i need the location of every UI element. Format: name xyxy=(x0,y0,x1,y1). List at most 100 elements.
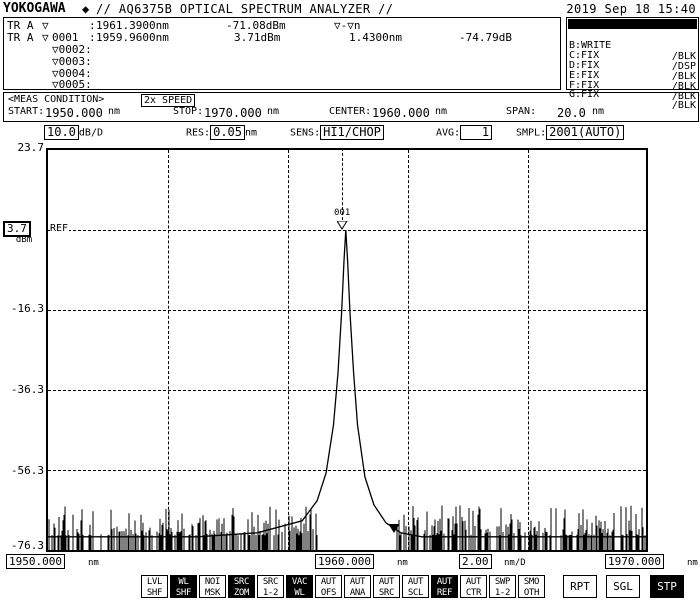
smpl-value[interactable]: 2001(AUTO) xyxy=(546,125,625,140)
gridline-h-4 xyxy=(48,470,646,471)
trace-a-display: /DSP xyxy=(671,41,696,52)
trace-row-a[interactable]: A:WRITE /DSP xyxy=(568,19,697,52)
softkey-aut-ref[interactable]: AUT REF xyxy=(431,575,458,598)
marker-001-triangle-icon xyxy=(337,221,348,230)
center-unit: nm xyxy=(435,106,448,117)
softkey-smo-oth[interactable]: SMO OTH xyxy=(518,575,545,598)
stop-value[interactable]: 1970.000 xyxy=(204,106,262,120)
center-label: CENTER: xyxy=(329,106,372,117)
marker-row2-colon: : xyxy=(89,31,96,44)
trace-g-mode: G:FIX xyxy=(569,89,600,100)
trace-a-mode: A:WRITE xyxy=(569,30,612,41)
gridline-h-3 xyxy=(48,390,646,391)
softkey-wl-shf[interactable]: WL SHF xyxy=(170,575,197,598)
gridline-v-1 xyxy=(168,150,169,550)
trace-e-display: /BLK xyxy=(671,81,696,92)
res-value[interactable]: 0.05 xyxy=(210,125,245,140)
marker-row1-wavelength: 1961.3900nm xyxy=(96,19,169,32)
sens-value[interactable]: HI1/CHOP xyxy=(320,125,384,140)
smpl-label: SMPL: xyxy=(516,127,547,139)
center-value[interactable]: 1960.000 xyxy=(372,106,430,120)
scale-unit: dB/D xyxy=(78,127,103,139)
meas-condition-panel: <MEAS CONDITION> 2x SPEED START: 1950.00… xyxy=(3,92,699,122)
marker-row1-colon: : xyxy=(89,19,96,32)
y-tick-bottom: -76.3 xyxy=(10,539,44,552)
softkey-aut-scl[interactable]: AUT SCL xyxy=(402,575,429,598)
sweep-rpt-button[interactable]: RPT xyxy=(563,575,597,598)
marker-row1-level: -71.08dBm xyxy=(226,19,286,32)
x-stop-value[interactable]: 1970.000 xyxy=(605,554,664,569)
softkey-smo-oth-line1: SMO xyxy=(523,577,540,587)
softkey-aut-ctr-line1: AUT xyxy=(465,577,482,587)
softkey-src-1-2[interactable]: SRC 1-2 xyxy=(257,575,284,598)
x-perdiv-value[interactable]: 2.00 xyxy=(459,554,492,569)
softkey-aut-scl-line2: SCL xyxy=(407,587,424,598)
avg-value[interactable]: 1 xyxy=(460,125,493,140)
trace-row-d[interactable]: D:FIX /BLK xyxy=(568,49,697,82)
softkey-aut-ofs-line1: AUT xyxy=(320,577,337,587)
trace-f-display: /BLK xyxy=(671,91,696,102)
sweep-sgl-button[interactable]: SGL xyxy=(606,575,640,598)
avg-label: AVG: xyxy=(436,127,461,139)
x-axis: 1950.000 nm 1960.000 nm 2.00 nm/D 1970.0… xyxy=(0,554,700,572)
trace-row-f[interactable]: F:FIX /BLK xyxy=(568,69,697,102)
datetime-display: 2019 Sep 18 15:40 xyxy=(566,2,696,16)
spectrum-plot[interactable]: REF 001 xyxy=(46,148,648,552)
sweep-stp-button[interactable]: STP xyxy=(650,575,684,598)
softkey-aut-ref-line2: REF xyxy=(436,587,453,598)
softkey-vac-wl[interactable]: VAC WL xyxy=(286,575,313,598)
trace-row-c[interactable]: C:FIX /DSP xyxy=(568,39,697,72)
marker-row3: ▽0002: xyxy=(52,43,92,56)
softkey-vac-wl-line1: VAC xyxy=(291,577,308,587)
title-bar: YOKOGAWA ◆ // AQ6375B OPTICAL SPECTRUM A… xyxy=(0,0,700,17)
softkey-aut-src[interactable]: AUT SRC xyxy=(373,575,400,598)
softkey-aut-ofs[interactable]: AUT OFS xyxy=(315,575,342,598)
y-tick-4: -56.3 xyxy=(10,464,44,477)
avg-setting: AVG: 1 xyxy=(436,125,493,140)
noise-floor xyxy=(48,505,646,550)
settings-row: 10.0 dB/D RES: 0.05 nm SENS: HI1/CHOP AVG: 1 … xyxy=(0,122,700,144)
meas-condition-header: <MEAS CONDITION> xyxy=(8,94,105,105)
x-start-value[interactable]: 1950.000 xyxy=(6,554,65,569)
marker-delta-wavelength: 1.4300nm xyxy=(349,31,402,44)
x-center-value[interactable]: 1960.000 xyxy=(315,554,374,569)
marker-row1-trace: TR A xyxy=(7,19,34,32)
trace-b-display: /BLK xyxy=(671,51,696,62)
softkey-swp-1-2[interactable]: SWP 1-2 xyxy=(489,575,516,598)
gridline-v-4 xyxy=(528,150,529,550)
trace-row-g[interactable]: G:FIX /BLK xyxy=(568,78,697,111)
trace-a-curve xyxy=(48,229,646,550)
span-unit: nm xyxy=(592,106,605,117)
start-value[interactable]: 1950.000 xyxy=(45,106,103,120)
y-axis: 23.7 -16.3 -36.3 -56.3 -76.3 xyxy=(0,141,44,552)
marker-delta-triangle-icon xyxy=(388,523,400,533)
smpl-setting: SMPL: 2001(AUTO) xyxy=(516,125,625,140)
softkey-bar: LVL SHF WL SHF NOI MSK SRC ZOM SRC 1-2 VAC WL … xyxy=(0,573,700,600)
marker-delta-group[interactable] xyxy=(388,518,400,537)
start-unit: nm xyxy=(108,106,121,117)
softkey-aut-src-line1: AUT xyxy=(378,577,395,587)
softkey-aut-ctr[interactable]: AUT CTR xyxy=(460,575,487,598)
ref-level-value[interactable]: 3.7 xyxy=(3,221,31,237)
softkey-lvl-shf[interactable]: LVL SHF xyxy=(141,575,168,598)
x-perdiv-unit: nm/D xyxy=(504,558,526,568)
y-tick-3: -36.3 xyxy=(10,383,44,396)
trace-b-mode: B:WRITE xyxy=(569,40,612,51)
span-label: SPAN: xyxy=(506,106,537,117)
trace-c-mode: C:FIX xyxy=(569,50,600,61)
softkey-src-zom[interactable]: SRC ZOM xyxy=(228,575,255,598)
softkey-aut-ana[interactable]: AUT ANA xyxy=(344,575,371,598)
trace-d-mode: D:FIX xyxy=(569,60,600,71)
trace-row-e[interactable]: E:FIX /BLK xyxy=(568,59,697,92)
x-center-unit: nm xyxy=(397,558,408,568)
speed-badge[interactable]: 2x SPEED xyxy=(141,94,196,107)
marker-row2-level: 3.71dBm xyxy=(234,31,281,44)
marker-readout-panel: TR A ▽ : 1961.3900nm -71.08dBm ▽-▽n TR A… xyxy=(3,17,561,91)
trace-row-b[interactable]: B:WRITE /BLK xyxy=(568,29,697,62)
softkey-src-zom-line1: SRC xyxy=(233,577,250,587)
span-value[interactable]: 20.0 xyxy=(557,106,586,120)
softkey-swp-1-2-line1: SWP xyxy=(494,577,511,587)
scale-value[interactable]: 10.0 xyxy=(44,125,79,140)
softkey-noi-msk[interactable]: NOI MSK xyxy=(199,575,226,598)
y-tick-2: -16.3 xyxy=(10,302,44,315)
